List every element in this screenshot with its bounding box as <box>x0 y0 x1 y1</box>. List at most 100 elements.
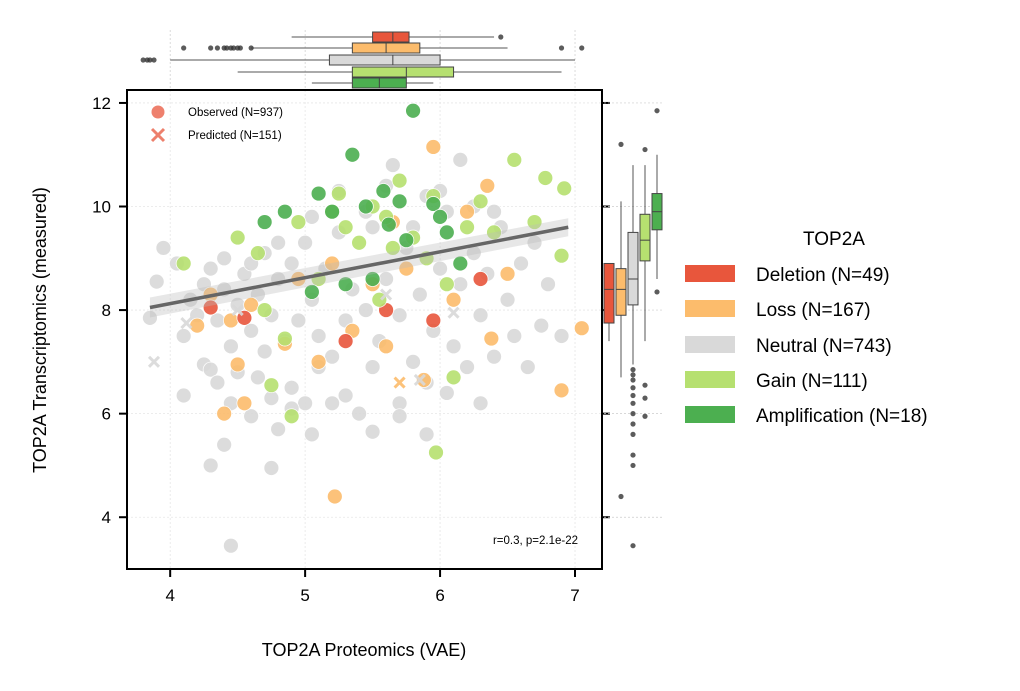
point-amplification <box>344 146 361 163</box>
legend-swatch-loss <box>685 300 735 317</box>
point-loss <box>326 488 343 505</box>
point-neutral <box>324 395 341 412</box>
point-neutral <box>506 328 523 344</box>
point-neutral <box>540 276 556 293</box>
point-amplification <box>398 232 415 249</box>
point-neutral <box>283 379 300 396</box>
y-tick-label: 8 <box>102 301 111 320</box>
point-predicted-predicted <box>447 306 460 319</box>
point-gain <box>445 369 462 386</box>
point-neutral <box>405 353 421 370</box>
point-predicted-predicted <box>413 373 426 387</box>
point-neutral <box>303 208 320 225</box>
point-neutral <box>486 348 502 365</box>
marginal-right-boxplots <box>603 102 663 549</box>
point-loss <box>415 372 432 388</box>
top-box-gain <box>351 66 455 78</box>
y-tick-label: 10 <box>92 198 111 217</box>
point-amplification <box>324 203 341 220</box>
scatter-points <box>142 102 590 554</box>
point-neutral <box>283 255 300 272</box>
point-gain <box>351 234 368 251</box>
x-tick-label: 7 <box>570 586 579 605</box>
x-tick-label: 6 <box>435 586 444 605</box>
point-x-stroke <box>147 355 161 368</box>
right-flier-gain <box>642 382 648 388</box>
legend-label-neutral: Neutral (N=743) <box>756 336 892 357</box>
point-amplification <box>380 216 397 233</box>
right-flier-neutral <box>630 411 636 417</box>
point-loss <box>243 297 260 313</box>
ticks: 4 5 6 7 4 6 8 10 12 <box>92 94 610 605</box>
top-flier-loss <box>214 45 221 51</box>
point-gain <box>175 255 192 272</box>
point-x-stroke <box>231 304 244 317</box>
point-neutral <box>270 234 287 251</box>
point-gain <box>556 180 573 197</box>
point-neutral <box>364 219 381 236</box>
point-neutral <box>243 322 260 339</box>
point-loss <box>479 177 496 194</box>
point-deletion <box>472 271 489 287</box>
point-neutral <box>310 328 327 344</box>
point-gain <box>330 185 347 202</box>
point-neutral <box>175 328 192 344</box>
point-amplification <box>337 276 354 293</box>
point-predicted-predicted <box>231 304 244 317</box>
right-flier-neutral <box>630 372 636 378</box>
marker-legend-x <box>150 127 166 143</box>
point-neutral <box>472 395 489 412</box>
point-neutral <box>472 307 489 324</box>
point-deletion <box>425 312 442 329</box>
marker-legend-circle <box>151 105 165 119</box>
point-loss <box>229 356 246 373</box>
point-loss <box>236 395 253 412</box>
top-box-deletion <box>372 31 410 43</box>
top-box-neutral <box>328 54 441 66</box>
point-amplification <box>432 208 448 225</box>
point-neutral <box>459 359 475 375</box>
legend-label-loss: Loss (N=167) <box>756 300 871 321</box>
point-loss <box>553 382 570 399</box>
point-neutral <box>364 423 381 440</box>
marker-legend-predicted: Predicted (N=151) <box>188 130 282 142</box>
point-x-stroke <box>447 306 460 319</box>
point-gain <box>337 219 354 236</box>
point-neutral <box>175 387 192 404</box>
point-neutral <box>337 387 354 404</box>
top-flier-deletion <box>498 34 504 40</box>
point-neutral <box>270 421 287 438</box>
marker-legend: Observed (N=937) Predicted (N=151) <box>150 105 283 143</box>
point-loss <box>425 139 442 155</box>
point-neutral <box>223 338 239 355</box>
point-gain <box>263 377 280 394</box>
top-flier-loss <box>224 45 230 51</box>
y-axis-title: TOP2A Transcriptomics (measured) <box>30 187 50 473</box>
point-loss <box>189 317 206 334</box>
point-neutral <box>533 317 550 334</box>
right-box-loss <box>615 268 627 316</box>
point-neutral <box>297 395 314 412</box>
point-gain <box>276 330 293 347</box>
legend-swatch-deletion <box>685 265 735 282</box>
point-neutral <box>513 255 529 272</box>
point-gain <box>553 247 570 264</box>
point-neutral <box>384 157 401 173</box>
point-amplification <box>438 224 455 241</box>
top-flier-neutral <box>140 57 146 63</box>
point-gain <box>506 152 523 168</box>
point-gain <box>249 245 266 262</box>
right-box-deletion <box>603 262 615 324</box>
point-amplification <box>276 203 293 220</box>
point-gain <box>391 172 408 189</box>
top-flier-neutral <box>147 57 153 63</box>
point-neutral <box>351 405 368 422</box>
right-flier-neutral <box>630 421 636 427</box>
right-flier-neutral <box>630 392 636 399</box>
point-amplification <box>452 255 469 272</box>
point-neutral <box>155 240 172 256</box>
point-neutral <box>256 343 273 360</box>
point-x-stroke <box>180 316 193 330</box>
right-flier-neutral <box>630 400 636 406</box>
legend-swatch-amplification <box>685 406 735 423</box>
